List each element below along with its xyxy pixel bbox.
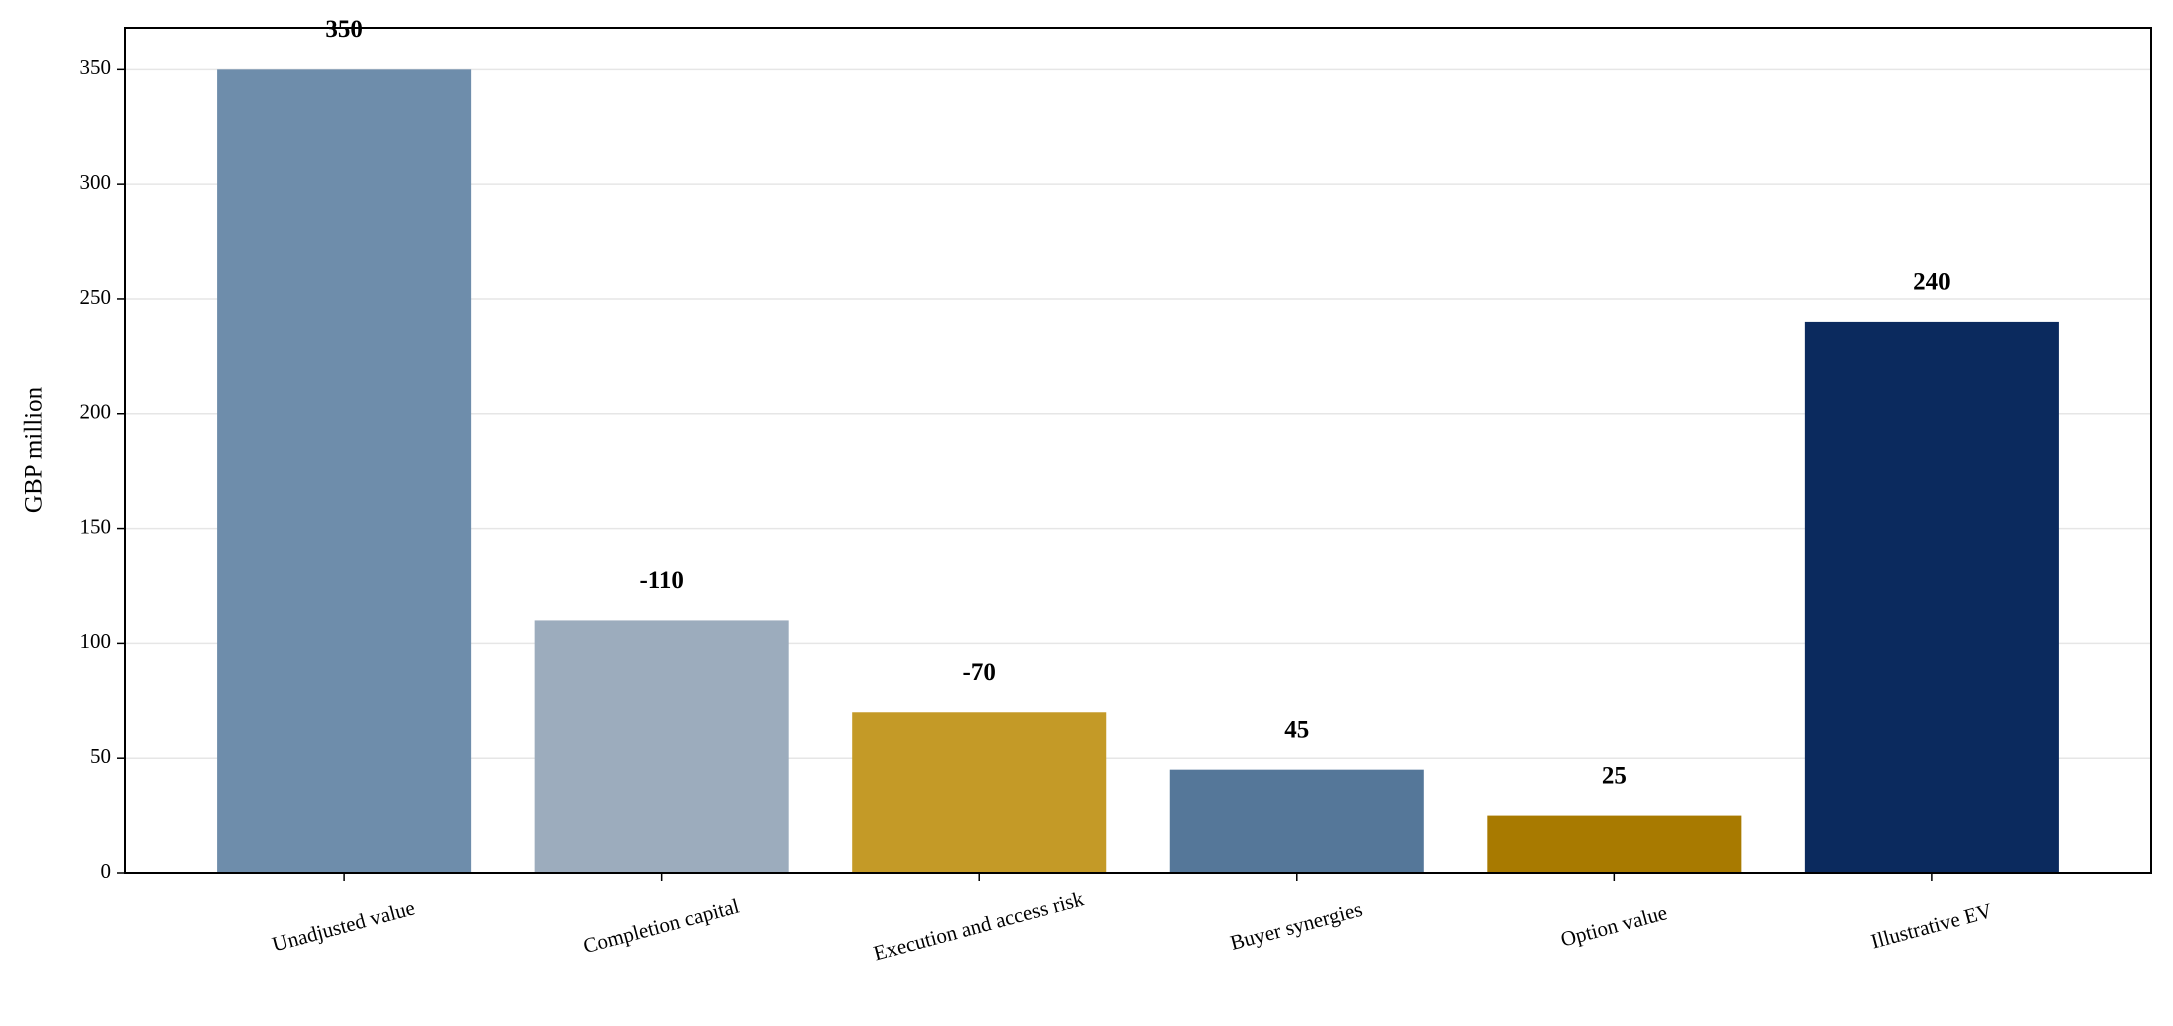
x-tick-label: Unadjusted value <box>270 895 418 956</box>
value-label: 350 <box>325 16 363 43</box>
value-label: 240 <box>1913 269 1951 296</box>
y-tick-label: 150 <box>80 514 112 538</box>
value-label: 25 <box>1602 762 1627 789</box>
bar <box>217 69 472 873</box>
value-label: -70 <box>963 659 996 686</box>
y-tick-label: 0 <box>101 859 112 883</box>
axes-frame <box>124 27 2152 874</box>
value-label: 45 <box>1284 716 1309 743</box>
x-tick-label: Option value <box>1558 900 1670 951</box>
x-tick-label: Illustrative EV <box>1868 898 1994 953</box>
y-tick-label: 200 <box>80 400 112 424</box>
x-tick-label: Completion capital <box>581 893 742 958</box>
y-tick-label: 300 <box>80 170 112 194</box>
y-tick-label: 350 <box>80 55 112 79</box>
y-tick-label: 50 <box>90 744 111 768</box>
bar <box>1169 769 1424 873</box>
y-tick-label: 250 <box>80 285 112 309</box>
y-tick-label: 100 <box>80 629 112 653</box>
x-tick-label: Buyer synergies <box>1228 897 1365 955</box>
value-label: -110 <box>639 567 683 594</box>
bar <box>1487 815 1742 873</box>
x-tick-label: Execution and access risk <box>871 886 1087 965</box>
bar <box>1804 321 2059 873</box>
y-axis-label: GBP million <box>21 386 48 513</box>
bar <box>852 712 1107 873</box>
bar <box>534 620 789 873</box>
